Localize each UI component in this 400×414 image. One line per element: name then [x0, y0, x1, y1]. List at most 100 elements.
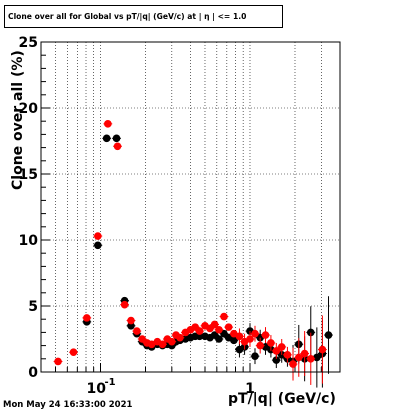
data-point: [318, 315, 327, 384]
red-marker: [120, 300, 129, 309]
red-marker: [168, 337, 176, 346]
data-point: [93, 232, 103, 240]
red-marker: [158, 340, 167, 349]
data-point: [277, 339, 287, 355]
y-tick-label: 10: [19, 233, 39, 249]
black-marker: [127, 322, 135, 330]
red-marker: [283, 351, 292, 359]
red-marker: [267, 339, 275, 347]
red-marker: [133, 327, 141, 335]
data-point: [283, 346, 292, 363]
red-marker: [261, 331, 270, 339]
red-marker: [256, 341, 264, 350]
red-marker: [69, 348, 78, 357]
data-point: [224, 323, 234, 331]
data-point: [120, 300, 130, 309]
y-tick-label: 15: [19, 167, 38, 183]
timestamp: Mon May 24 16:33:00 2021: [3, 400, 133, 410]
x-axis-label: pT/|q| (GeV/c): [228, 391, 336, 407]
red-marker: [300, 349, 309, 358]
data-point: [229, 336, 239, 345]
data-point: [210, 320, 220, 329]
red-marker: [104, 120, 112, 128]
data-point: [53, 357, 63, 366]
black-marker: [230, 336, 238, 345]
black-marker: [102, 134, 111, 143]
data-point: [294, 338, 304, 377]
data-point: [167, 337, 177, 346]
data-point: [126, 322, 136, 330]
red-marker: [113, 142, 122, 151]
x-tick-labels: 10-1 1: [86, 377, 254, 397]
black-marker: [324, 331, 333, 339]
y-tick-label: 20: [19, 101, 39, 117]
data-point: [158, 340, 167, 349]
black-marker: [215, 335, 223, 343]
data-point: [69, 348, 78, 357]
x-tick-label: 1: [245, 381, 255, 397]
red-marker: [251, 329, 259, 338]
red-marker: [147, 340, 156, 349]
red-marker: [277, 343, 286, 351]
red-marker: [127, 316, 135, 325]
y-axis-label: Clone over all (%): [10, 50, 26, 190]
red-marker: [195, 327, 204, 335]
data-point: [266, 335, 276, 351]
data-point: [82, 314, 92, 322]
data-point: [235, 328, 244, 345]
black-marker: [94, 241, 102, 250]
black-marker: [112, 134, 121, 143]
chart-title: Clone over all for Global vs pT/|q| (GeV…: [4, 5, 283, 28]
x-tick-label-exponent: -1: [104, 377, 115, 388]
data-point: [132, 327, 142, 335]
data-points: [53, 120, 333, 388]
black-marker: [251, 352, 259, 360]
data-point: [245, 331, 255, 347]
data-point: [324, 296, 333, 374]
y-tick-label: 25: [19, 35, 38, 51]
data-point: [102, 134, 112, 143]
data-point: [312, 327, 322, 388]
red-marker: [246, 335, 254, 343]
red-marker: [54, 357, 62, 366]
black-marker: [195, 332, 204, 341]
data-point: [214, 325, 224, 334]
data-point: [288, 347, 298, 381]
plot-frame: [40, 41, 341, 373]
red-marker: [294, 353, 303, 362]
data-point: [255, 337, 265, 354]
data-point: [93, 241, 103, 250]
red-marker: [306, 355, 315, 363]
red-marker: [176, 333, 184, 342]
data-point: [271, 342, 281, 359]
y-tick-label: 5: [28, 299, 38, 315]
data-point: [219, 312, 229, 321]
black-marker: [306, 328, 315, 337]
data-point: [250, 325, 260, 342]
x-tick-label: 10: [86, 381, 106, 397]
data-point: [250, 348, 260, 365]
red-marker: [289, 360, 297, 368]
data-point: [126, 316, 136, 325]
data-point: [103, 120, 113, 128]
red-marker: [83, 314, 91, 322]
black-marker: [272, 356, 281, 364]
data-point: [195, 327, 204, 335]
y-tick-labels: 0 5 10 15 20 25: [19, 35, 39, 381]
red-marker: [94, 232, 102, 240]
data-point: [113, 142, 122, 151]
red-marker: [215, 325, 223, 334]
data-point: [261, 327, 270, 343]
black-marker: [313, 353, 321, 362]
data-point: [175, 333, 185, 342]
data-point: [214, 335, 224, 343]
data-point: [300, 331, 310, 377]
data-point: [306, 332, 316, 385]
y-tick-label: 0: [28, 365, 38, 381]
red-marker: [224, 323, 233, 331]
red-marker: [318, 345, 327, 354]
red-marker: [272, 347, 281, 355]
black-marker: [277, 351, 286, 359]
red-marker: [235, 332, 244, 341]
